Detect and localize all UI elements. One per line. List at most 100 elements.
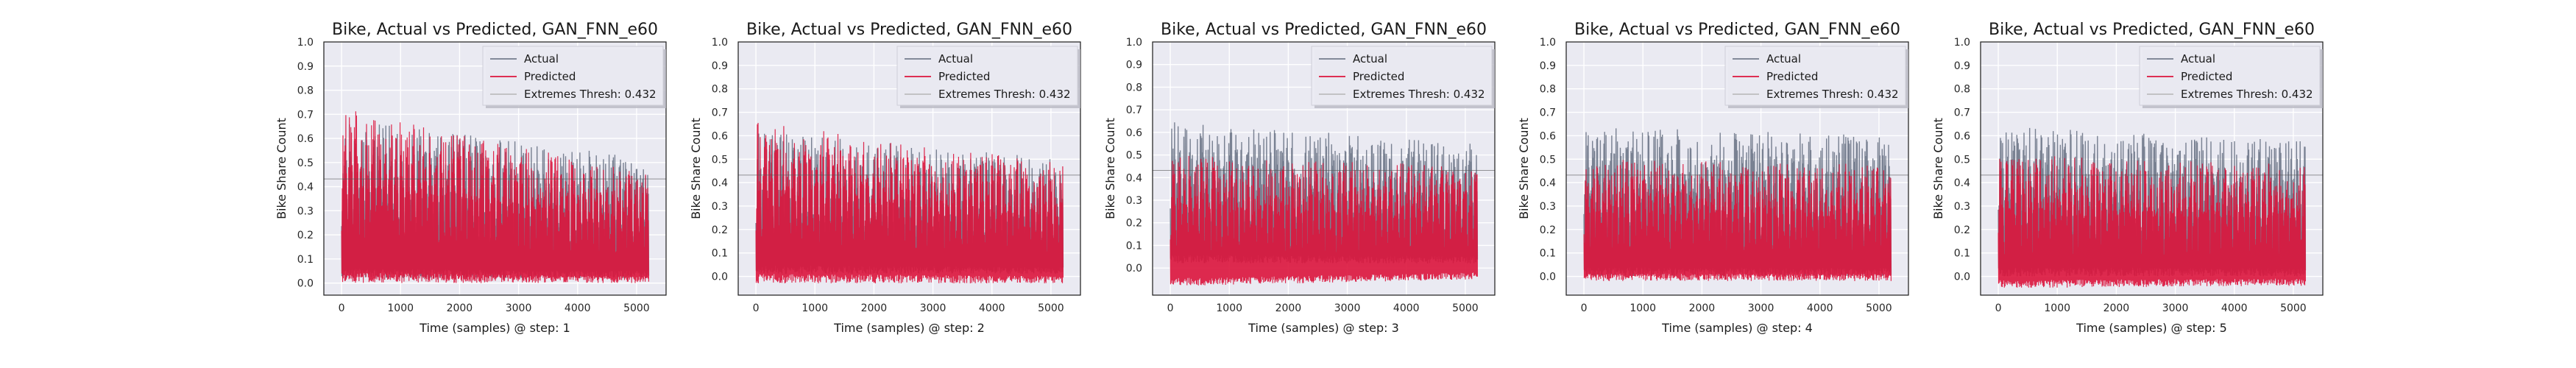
y-tick-label: 0.9: [297, 61, 314, 73]
x-tick-label: 0: [1167, 302, 1174, 314]
y-axis-label: Bike Share Count: [1931, 118, 1945, 219]
y-tick-label: 0.2: [1126, 218, 1142, 230]
y-tick-label: 0.4: [1540, 177, 1556, 189]
x-tick-label: 4000: [565, 302, 591, 314]
y-tick-label: 0.4: [1954, 177, 1970, 189]
legend-label-2: Predicted: [938, 70, 990, 83]
y-tick-label: 0.1: [712, 248, 728, 260]
y-tick-label: 0.2: [712, 224, 728, 236]
y-tick-label: 0.8: [1954, 84, 1970, 96]
legend-label-2: Predicted: [1766, 70, 1818, 83]
x-tick-label: 1000: [1216, 302, 1242, 314]
y-tick-label: 1.0: [712, 37, 728, 49]
y-tick-label: 0.1: [1540, 248, 1556, 260]
y-tick-label: 0.0: [1540, 272, 1556, 283]
legend-label-3: Extremes Thresh: 0.432: [1766, 88, 1899, 101]
x-tick-label: 4000: [979, 302, 1005, 314]
y-tick-label: 0.9: [1954, 60, 1970, 72]
y-tick-label: 0.4: [712, 177, 728, 189]
x-axis-label: Time (samples) @ step: 4: [1661, 321, 1813, 335]
chart-title: Bike, Actual vs Predicted, GAN_FNN_e60: [1989, 21, 2315, 39]
y-axis-label: Bike Share Count: [1103, 118, 1117, 219]
y-tick-label: 0.9: [1540, 60, 1556, 72]
legend: Actual Predicted Extremes Thresh: 0.432: [1724, 46, 1908, 108]
legend-label-2: Predicted: [524, 70, 576, 83]
y-tick-label: 0.0: [1126, 263, 1142, 275]
legend-label-3: Extremes Thresh: 0.432: [2181, 88, 2313, 101]
legend: Actual Predicted Extremes Thresh: 0.432: [2139, 46, 2323, 108]
legend-box: [2139, 46, 2321, 106]
y-tick-label: 1.0: [1126, 37, 1142, 49]
legend-box: [1724, 46, 1906, 106]
x-tick-label: 2000: [447, 302, 473, 314]
chart-title: Bike, Actual vs Predicted, GAN_FNN_e60: [1161, 21, 1487, 39]
x-tick-label: 3000: [2162, 302, 2189, 314]
y-tick-label: 0.7: [1954, 107, 1970, 119]
x-tick-label: 1000: [2044, 302, 2070, 314]
x-tick-label: 5000: [2280, 302, 2307, 314]
x-tick-label: 3000: [1334, 302, 1361, 314]
x-tick-label: 3000: [920, 302, 946, 314]
y-tick-label: 0.0: [712, 272, 728, 283]
y-axis-label: Bike Share Count: [1517, 118, 1531, 219]
x-tick-label: 3000: [1748, 302, 1774, 314]
y-tick-label: 0.8: [712, 84, 728, 96]
y-tick-label: 1.0: [297, 37, 314, 49]
y-tick-label: 0.6: [712, 130, 728, 142]
legend-box: [896, 46, 1078, 106]
legend: Actual Predicted Extremes Thresh: 0.432: [482, 46, 666, 108]
chart-panel-5: 0 1000 2000 3000 4000 5000 0.0 0.1 0.2 0.3 0.4 0.5 0…: [1931, 21, 2324, 335]
x-tick-label: 5000: [623, 302, 650, 314]
legend: Actual Predicted Extremes Thresh: 0.432: [896, 46, 1080, 108]
legend-label-3: Extremes Thresh: 0.432: [938, 88, 1071, 101]
x-axis-label: Time (samples) @ step: 1: [419, 321, 570, 335]
plot-frame: [1565, 41, 1909, 296]
legend-label-3: Extremes Thresh: 0.432: [1353, 88, 1485, 101]
x-tick-label: 4000: [1393, 302, 1420, 314]
y-tick-label: 0.9: [712, 60, 728, 72]
y-tick-label: 0.8: [1126, 82, 1142, 93]
x-tick-label: 4000: [2221, 302, 2248, 314]
y-axis-label: Bike Share Count: [275, 118, 289, 219]
legend-box: [1311, 46, 1493, 106]
y-tick-label: 0.6: [1126, 127, 1142, 139]
y-tick-label: 0.7: [712, 107, 728, 119]
y-tick-label: 0.7: [1540, 107, 1556, 119]
y-tick-label: 0.3: [297, 205, 314, 217]
chart-title: Bike, Actual vs Predicted, GAN_FNN_e60: [746, 21, 1072, 39]
y-tick-label: 0.4: [297, 182, 314, 194]
plot-content: [738, 122, 1080, 284]
y-tick-label: 0.2: [1954, 224, 1970, 236]
y-tick-label: 0.5: [1540, 154, 1556, 166]
legend-label-2: Predicted: [2181, 70, 2232, 83]
y-tick-label: 0.0: [297, 278, 314, 290]
chart-title: Bike, Actual vs Predicted, GAN_FNN_e60: [1574, 21, 1900, 39]
y-tick-label: 0.1: [1954, 248, 1970, 260]
x-tick-label: 0: [339, 302, 345, 314]
y-tick-label: 0.1: [1126, 240, 1142, 252]
y-tick-label: 0.5: [1126, 150, 1142, 162]
series-predicted-line: [1583, 160, 1892, 281]
y-tick-label: 1.0: [1954, 37, 1970, 49]
y-tick-label: 0.2: [1540, 224, 1556, 236]
y-tick-label: 0.8: [297, 85, 314, 97]
legend-label-2: Predicted: [1353, 70, 1404, 83]
x-tick-label: 2000: [1275, 302, 1302, 314]
y-tick-label: 0.5: [297, 158, 314, 169]
x-tick-label: 2000: [2103, 302, 2130, 314]
x-tick-label: 2000: [861, 302, 888, 314]
legend-label-3: Extremes Thresh: 0.432: [524, 88, 657, 101]
y-tick-label: 0.3: [1954, 201, 1970, 213]
y-tick-label: 0.2: [297, 230, 314, 241]
chart-title: Bike, Actual vs Predicted, GAN_FNN_e60: [332, 21, 658, 39]
y-tick-label: 0.5: [712, 154, 728, 166]
y-tick-label: 0.8: [1540, 84, 1556, 96]
legend-box: [482, 46, 664, 106]
plot-content: [1153, 122, 1495, 286]
x-tick-label: 3000: [506, 302, 532, 314]
legend-label-1: Actual: [524, 52, 559, 66]
plot-frame: [737, 41, 1081, 296]
y-tick-label: 0.1: [297, 254, 314, 266]
legend: Actual Predicted Extremes Thresh: 0.432: [1311, 46, 1495, 108]
